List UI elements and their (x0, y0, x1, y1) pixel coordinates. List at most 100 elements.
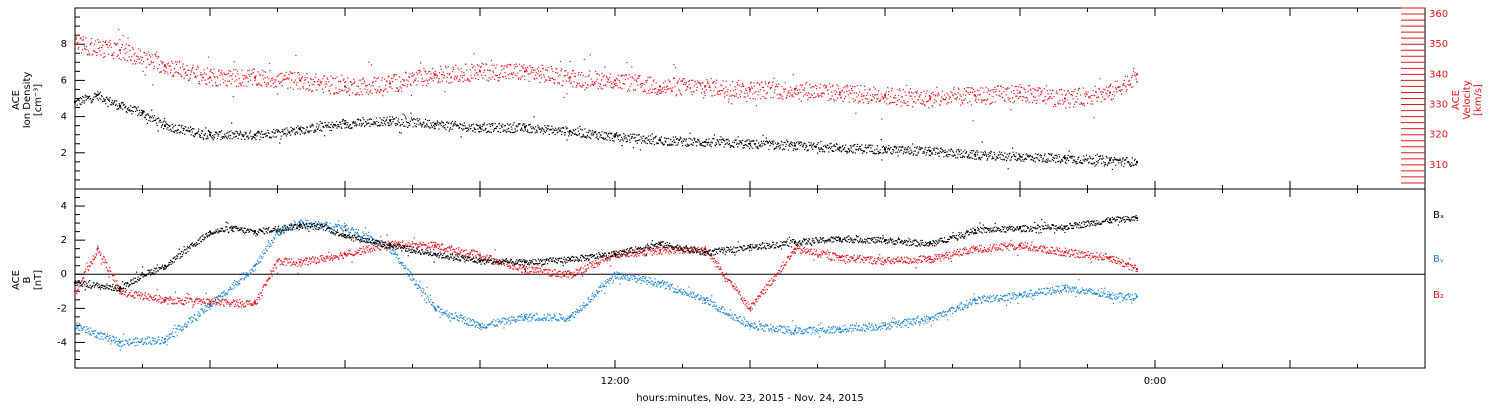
density-point (773, 141, 774, 142)
velocity-point (293, 89, 294, 90)
velocity-point (1072, 98, 1073, 99)
velocity-point (1083, 87, 1084, 88)
by-point (356, 233, 357, 234)
by-point (518, 320, 519, 321)
density-point (483, 130, 484, 131)
velocity-point (519, 64, 520, 65)
density-point (975, 156, 976, 157)
density-point (944, 150, 945, 151)
velocity-point (776, 84, 777, 85)
density-point (506, 129, 507, 130)
density-point (934, 150, 935, 151)
density-point (432, 122, 433, 123)
velocity-point (393, 78, 394, 79)
density-point (284, 133, 285, 134)
by-point (504, 318, 505, 319)
velocity-point (415, 78, 416, 79)
velocity-point (758, 94, 759, 95)
velocity-point (610, 73, 611, 74)
by-point (342, 231, 343, 232)
velocity-point (481, 66, 482, 67)
velocity-point (154, 66, 155, 67)
velocity-point (538, 70, 539, 71)
velocity-point (862, 96, 863, 97)
velocity-point (600, 88, 601, 89)
density-point (580, 129, 581, 130)
velocity-point (986, 100, 987, 101)
velocity-point (275, 79, 276, 80)
by-point (299, 222, 301, 224)
velocity-point (627, 78, 628, 79)
density-point (506, 132, 507, 133)
density-point (1015, 156, 1016, 157)
velocity-point (875, 89, 876, 90)
density-point (217, 138, 218, 139)
velocity-point (265, 77, 266, 78)
velocity-point (483, 72, 484, 73)
velocity-point (729, 84, 730, 85)
velocity-point (165, 71, 166, 72)
density-point (101, 96, 102, 97)
velocity-point (347, 91, 348, 92)
velocity-point (507, 64, 508, 65)
density-point (568, 135, 569, 136)
velocity-point (167, 73, 168, 74)
velocity-point (1108, 87, 1109, 88)
density-point (895, 146, 896, 147)
velocity-point (143, 71, 144, 72)
velocity-point (1053, 96, 1054, 97)
by-point (241, 278, 242, 279)
density-point (706, 142, 707, 143)
by-point (392, 249, 393, 250)
density-point (555, 128, 556, 129)
velocity-point (791, 90, 792, 91)
density-point (166, 123, 167, 124)
velocity-point (1013, 90, 1014, 91)
velocity-point (914, 101, 915, 102)
velocity-point (1035, 97, 1036, 98)
density-point (370, 118, 371, 119)
density-point (1083, 159, 1084, 160)
density-point (358, 119, 359, 120)
velocity-point (819, 87, 820, 88)
density-point (355, 123, 356, 124)
velocity-point (603, 85, 604, 86)
velocity-point (477, 64, 478, 65)
velocity-point (785, 82, 786, 83)
velocity-point (1045, 96, 1046, 97)
density-point (259, 132, 260, 133)
by-point (124, 344, 125, 345)
velocity-point (690, 88, 691, 89)
velocity-point (395, 91, 396, 92)
velocity-point (543, 68, 544, 69)
velocity-point (1015, 86, 1016, 87)
by-point (249, 270, 250, 271)
density-point (138, 106, 139, 107)
velocity-point (446, 81, 447, 82)
density-point (408, 125, 409, 126)
velocity-point (932, 106, 933, 107)
density-point (491, 132, 492, 133)
velocity-point (485, 75, 486, 76)
velocity-point (595, 71, 596, 72)
velocity-point (794, 88, 795, 89)
density-point (330, 127, 331, 128)
by-point (412, 275, 413, 276)
velocity-point (186, 65, 187, 66)
velocity-point (273, 87, 274, 88)
density-point (423, 122, 424, 123)
density-point (1037, 154, 1038, 155)
density-point (970, 152, 971, 153)
velocity-point (252, 84, 253, 85)
velocity-point (1044, 88, 1045, 89)
by-point (448, 314, 449, 315)
density-point (861, 150, 862, 151)
velocity-point (99, 50, 100, 51)
density-point (111, 104, 112, 105)
by-point (483, 327, 484, 328)
velocity-point (894, 102, 895, 103)
velocity-point (581, 72, 582, 73)
velocity-point (128, 56, 129, 57)
density-point (603, 137, 604, 138)
density-point (819, 149, 820, 150)
